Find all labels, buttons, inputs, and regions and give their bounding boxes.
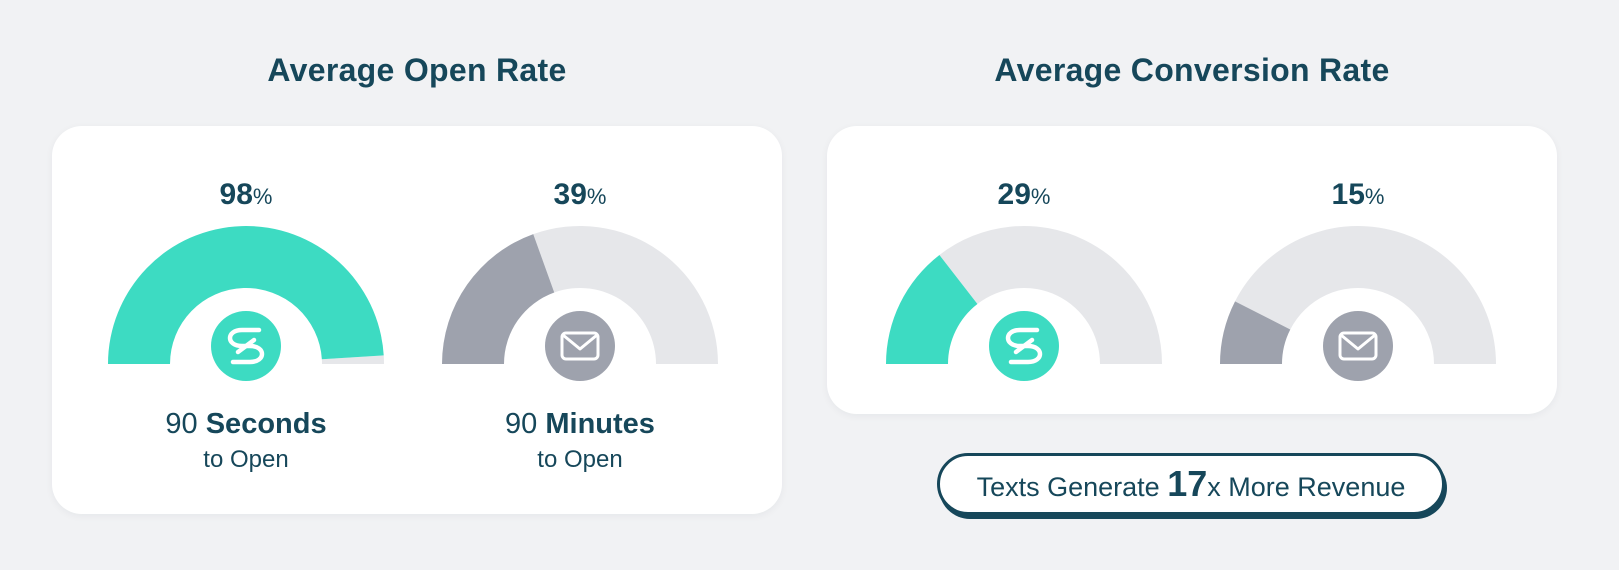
gauge-fill-sms	[886, 254, 978, 364]
conversion-rate-title: Average Conversion Rate	[994, 52, 1390, 88]
open-rate-card: 98% 90 Seconds to Open 39% 90 Minutes to…	[52, 126, 782, 514]
sms-open-caption: 90 Seconds to Open	[165, 408, 327, 473]
email-open-caption: 90 Minutes to Open	[505, 408, 655, 473]
sms-conversion-gauge-chart	[886, 226, 1162, 381]
gauge-track	[321, 355, 384, 364]
sms-conversion-percent: 29%	[997, 178, 1051, 211]
gauge-track	[939, 226, 1162, 364]
open-rate-title: Average Open Rate	[267, 52, 567, 88]
sms-open-gauge-chart	[108, 225, 384, 381]
conversion-rate-card: 29% 15%	[827, 126, 1557, 414]
gauge-track	[1235, 226, 1496, 364]
sms-logo-icon	[211, 311, 281, 381]
envelope-icon	[545, 311, 615, 381]
gauge-track	[533, 226, 718, 364]
gauge-fill-email	[1220, 301, 1291, 364]
gauge-fill-email	[442, 234, 555, 364]
sms-logo-icon	[989, 311, 1059, 381]
email-conversion-gauge-chart	[1220, 226, 1496, 381]
envelope-icon	[1323, 311, 1393, 381]
gauge-fill-sms	[108, 225, 384, 364]
email-open-gauge-chart	[442, 226, 718, 381]
sms-open-percent: 98%	[219, 178, 273, 211]
revenue-badge: Texts Generate 17x More Revenue	[937, 453, 1445, 515]
email-open-percent: 39%	[553, 178, 607, 211]
email-conversion-percent: 15%	[1331, 178, 1385, 211]
